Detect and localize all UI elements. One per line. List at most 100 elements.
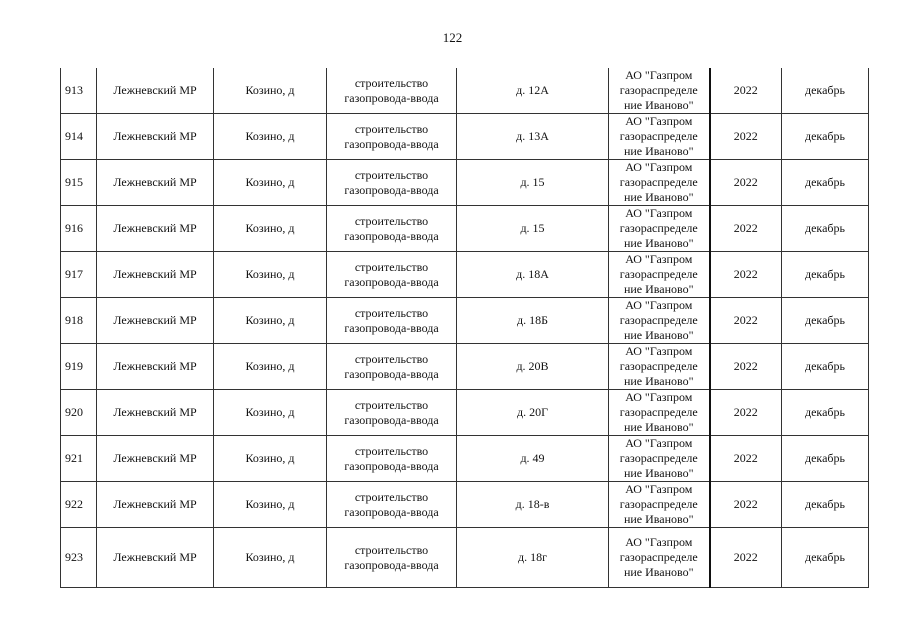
address-cell: д. 15: [456, 159, 609, 206]
month-cell: декабрь: [781, 159, 869, 206]
month-cell: декабрь: [781, 527, 869, 588]
settlement-cell: Козино, д: [213, 159, 327, 206]
row-number: 915: [60, 159, 97, 206]
district-cell: Лежневский МР: [96, 68, 214, 114]
row-number: 921: [60, 435, 97, 482]
month-cell: декабрь: [781, 251, 869, 298]
address-cell: д. 49: [456, 435, 609, 482]
work-type-cell: строительство газопровода-ввода: [326, 435, 457, 482]
row-number: 918: [60, 297, 97, 344]
district-cell: Лежневский МР: [96, 343, 214, 390]
settlement-cell: Козино, д: [213, 68, 327, 114]
work-type-cell: строительство газопровода-ввода: [326, 527, 457, 588]
address-cell: д. 13А: [456, 113, 609, 160]
settlement-cell: Козино, д: [213, 251, 327, 298]
operator-cell: АО "Газпром газораспределе ние Иваново": [608, 297, 711, 344]
month-cell: декабрь: [781, 435, 869, 482]
address-cell: д. 18Б: [456, 297, 609, 344]
settlement-cell: Козино, д: [213, 389, 327, 436]
year-cell: 2022: [709, 113, 782, 160]
district-cell: Лежневский МР: [96, 435, 214, 482]
table-row: 921 Лежневский МР Козино, д строительство г…: [60, 435, 869, 482]
settlement-cell: Козино, д: [213, 527, 327, 588]
table-row: 913 Лежневский МР Козино, д строительство г…: [60, 68, 869, 114]
district-cell: Лежневский МР: [96, 389, 214, 436]
settlement-cell: Козино, д: [213, 205, 327, 252]
work-type-cell: строительство газопровода-ввода: [326, 481, 457, 528]
month-cell: декабрь: [781, 481, 869, 528]
address-cell: д. 18г: [456, 527, 609, 588]
row-number: 913: [60, 68, 97, 114]
work-type-cell: строительство газопровода-ввода: [326, 343, 457, 390]
table-row: 919 Лежневский МР Козино, д строительство г…: [60, 343, 869, 390]
settlement-cell: Козино, д: [213, 297, 327, 344]
row-number: 923: [60, 527, 97, 588]
table-row: 914 Лежневский МР Козино, д строительство г…: [60, 113, 869, 160]
work-type-cell: строительство газопровода-ввода: [326, 159, 457, 206]
district-cell: Лежневский МР: [96, 159, 214, 206]
operator-cell: АО "Газпром газораспределе ние Иваново": [608, 113, 711, 160]
table-row: 920 Лежневский МР Козино, д строительство г…: [60, 389, 869, 436]
operator-cell: АО "Газпром газораспределе ние Иваново": [608, 251, 711, 298]
operator-cell: АО "Газпром газораспределе ние Иваново": [608, 389, 711, 436]
work-type-cell: строительство газопровода-ввода: [326, 68, 457, 114]
year-cell: 2022: [709, 435, 782, 482]
work-type-cell: строительство газопровода-ввода: [326, 113, 457, 160]
address-cell: д. 18-в: [456, 481, 609, 528]
settlement-cell: Козино, д: [213, 481, 327, 528]
operator-cell: АО "Газпром газораспределе ние Иваново": [608, 343, 711, 390]
operator-cell: АО "Газпром газораспределе ние Иваново": [608, 435, 711, 482]
address-cell: д. 15: [456, 205, 609, 252]
year-cell: 2022: [709, 68, 782, 114]
month-cell: декабрь: [781, 297, 869, 344]
table-row: 917 Лежневский МР Козино, д строительство г…: [60, 251, 869, 298]
row-number: 917: [60, 251, 97, 298]
operator-cell: АО "Газпром газораспределе ние Иваново": [608, 68, 711, 114]
month-cell: декабрь: [781, 113, 869, 160]
work-type-cell: строительство газопровода-ввода: [326, 205, 457, 252]
year-cell: 2022: [709, 205, 782, 252]
month-cell: декабрь: [781, 389, 869, 436]
district-cell: Лежневский МР: [96, 113, 214, 160]
operator-cell: АО "Газпром газораспределе ние Иваново": [608, 159, 711, 206]
district-cell: Лежневский МР: [96, 251, 214, 298]
gasification-table: 913 Лежневский МР Козино, д строительство г…: [60, 68, 869, 588]
address-cell: д. 18А: [456, 251, 609, 298]
operator-cell: АО "Газпром газораспределе ние Иваново": [608, 481, 711, 528]
address-cell: д. 20Г: [456, 389, 609, 436]
year-cell: 2022: [709, 251, 782, 298]
row-number: 914: [60, 113, 97, 160]
table-row: 915 Лежневский МР Козино, д строительство г…: [60, 159, 869, 206]
work-type-cell: строительство газопровода-ввода: [326, 297, 457, 344]
district-cell: Лежневский МР: [96, 527, 214, 588]
row-number: 916: [60, 205, 97, 252]
address-cell: д. 12А: [456, 68, 609, 114]
operator-cell: АО "Газпром газораспределе ние Иваново": [608, 205, 711, 252]
year-cell: 2022: [709, 389, 782, 436]
table-row: 918 Лежневский МР Козино, д строительство г…: [60, 297, 869, 344]
settlement-cell: Козино, д: [213, 113, 327, 160]
operator-cell: АО "Газпром газораспределе ние Иваново": [608, 527, 711, 588]
table-row: 916 Лежневский МР Козино, д строительство г…: [60, 205, 869, 252]
row-number: 920: [60, 389, 97, 436]
row-number: 919: [60, 343, 97, 390]
year-cell: 2022: [709, 527, 782, 588]
year-cell: 2022: [709, 297, 782, 344]
address-cell: д. 20В: [456, 343, 609, 390]
month-cell: декабрь: [781, 68, 869, 114]
district-cell: Лежневский МР: [96, 297, 214, 344]
year-cell: 2022: [709, 343, 782, 390]
year-cell: 2022: [709, 481, 782, 528]
row-number: 922: [60, 481, 97, 528]
settlement-cell: Козино, д: [213, 343, 327, 390]
year-cell: 2022: [709, 159, 782, 206]
table-row: 923 Лежневский МР Козино, д строительство г…: [60, 527, 869, 588]
settlement-cell: Козино, д: [213, 435, 327, 482]
district-cell: Лежневский МР: [96, 205, 214, 252]
work-type-cell: строительство газопровода-ввода: [326, 389, 457, 436]
work-type-cell: строительство газопровода-ввода: [326, 251, 457, 298]
district-cell: Лежневский МР: [96, 481, 214, 528]
month-cell: декабрь: [781, 343, 869, 390]
page-number: 122: [442, 30, 463, 45]
month-cell: декабрь: [781, 205, 869, 252]
